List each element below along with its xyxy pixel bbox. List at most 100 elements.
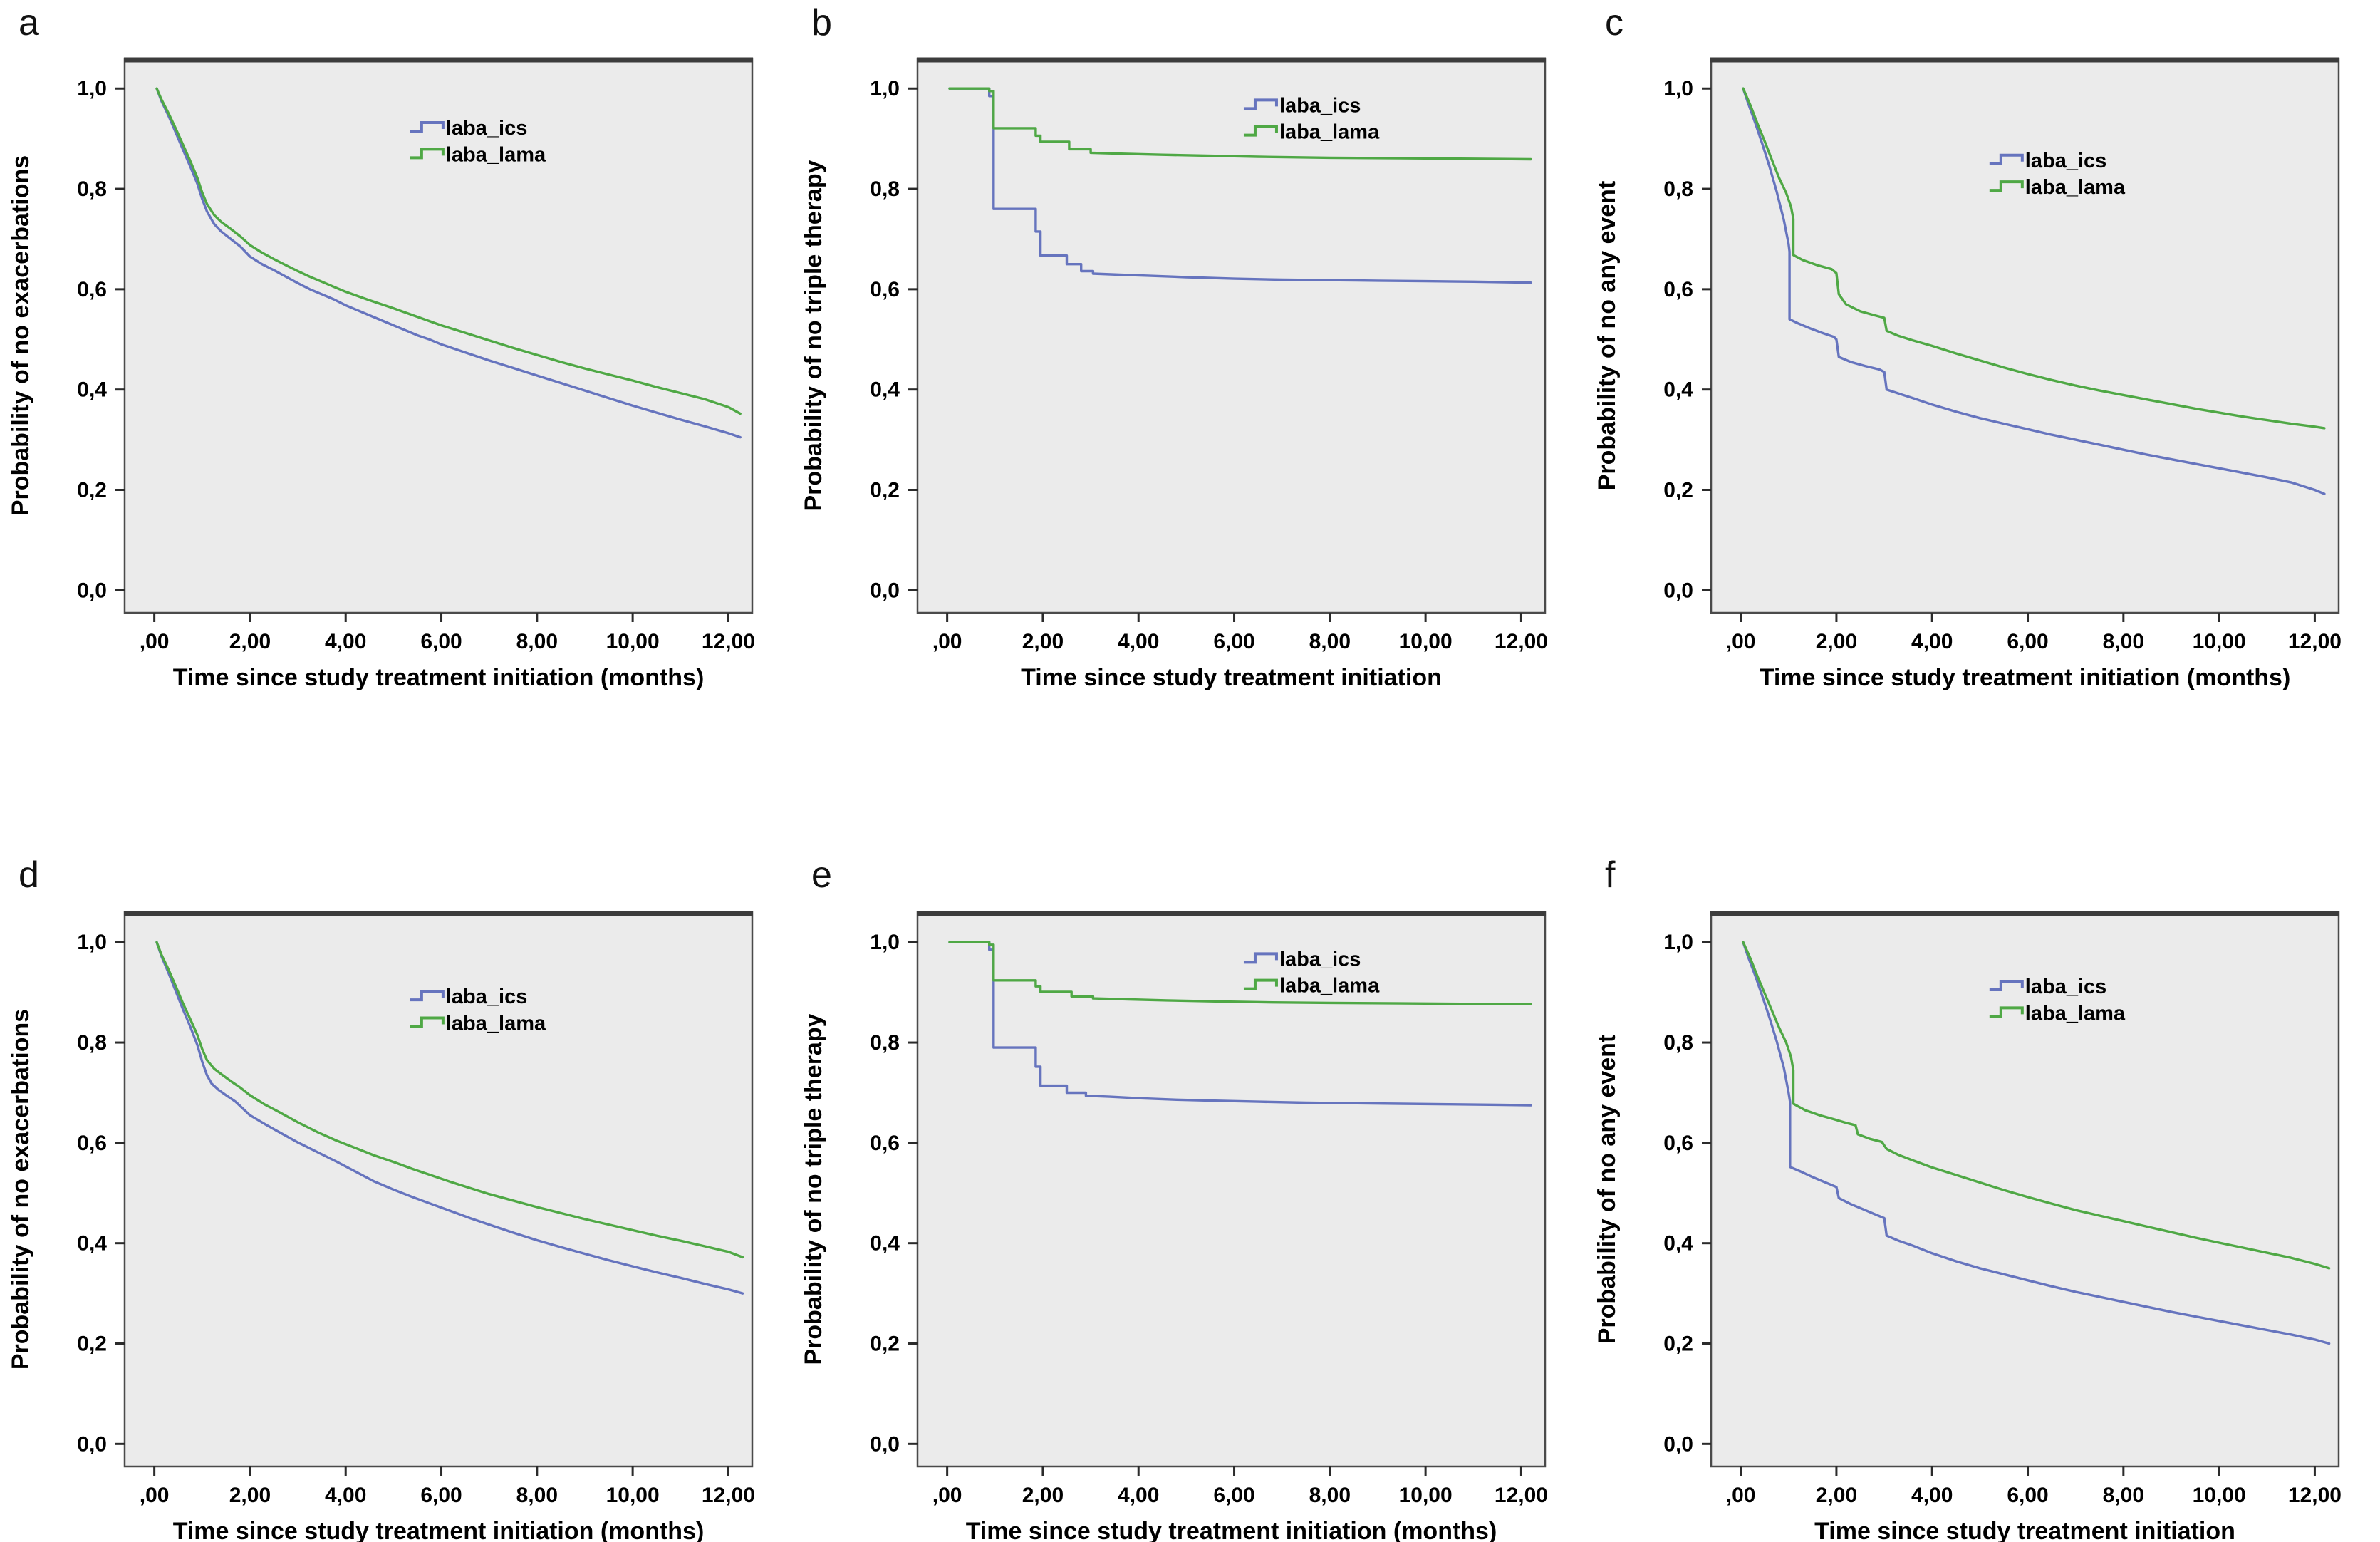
- y-axis: 0,0 0,2 0,4 0,6 0,8 1,0: [77, 77, 125, 602]
- y-tick-label: 1,0: [1663, 931, 1693, 954]
- panel-b: b 0,0 0,2 0,4 0,6 0,8 1,0 ,00 2,00 4,00 6,00 8,00 1…: [793, 0, 1586, 771]
- km-plot-a: 0,0 0,2 0,4 0,6 0,8 1,0 ,00 2,00 4,00 6,00 8,00 10,…: [7, 57, 755, 691]
- y-axis: 0,0 0,2 0,4 0,6 0,8 1,0: [1663, 77, 1711, 602]
- km-curve-laba_lama: [948, 941, 1532, 1005]
- y-axis: 0,0 0,2 0,4 0,6 0,8 1,0: [1663, 931, 1711, 1456]
- x-axis-title: Time since study treatment initiation (m…: [173, 1518, 705, 1542]
- km-curve-laba_lama: [1742, 87, 2326, 430]
- x-axis-title: Time since study treatment initiation (m…: [1760, 664, 2291, 691]
- plot-area: [916, 57, 1547, 614]
- y-tick-label: 0,2: [870, 479, 900, 502]
- legend-swatch-laba_ics-icon: [410, 121, 445, 133]
- y-tick-label: 0,0: [1663, 579, 1693, 602]
- legend: laba_ics laba_lama: [1989, 976, 2126, 1025]
- legend-swatch-laba_lama-icon: [1243, 978, 1278, 990]
- y-tick-label: 1,0: [1663, 77, 1693, 100]
- plot-area: [1710, 911, 2340, 1468]
- y-tick-label: 1,0: [870, 931, 900, 954]
- y-axis-title: Probability of no any event: [1594, 1035, 1621, 1345]
- km-plot-c: 0,0 0,2 0,4 0,6 0,8 1,0 ,00 2,00 4,00 6,00 8,00 10,…: [1594, 57, 2342, 691]
- x-tick-label: ,00: [932, 1484, 962, 1507]
- x-axis-title: Time since study treatment initiation: [1021, 664, 1442, 691]
- panel-letter-b: b: [811, 2, 832, 43]
- y-axis-title: Probability of no triple therapy: [800, 1013, 827, 1365]
- x-tick-label: ,00: [932, 630, 962, 653]
- legend-label-laba_lama: laba_lama: [446, 1012, 546, 1035]
- y-tick-label: 0,6: [1663, 1132, 1693, 1155]
- legend: laba_ics laba_lama: [410, 117, 546, 166]
- legend-label-laba_lama: laba_lama: [446, 143, 546, 166]
- x-tick-label: 4,00: [325, 630, 366, 653]
- x-axis: ,00 2,00 4,00 6,00 8,00 10,00 12,00: [140, 613, 755, 653]
- x-tick-label: 12,00: [702, 630, 755, 653]
- y-tick-label: 0,0: [77, 1432, 107, 1456]
- x-axis: ,00 2,00 4,00 6,00 8,00 10,00 12,00: [932, 613, 1548, 653]
- x-axis-title: Time since study treatment initiation (m…: [173, 664, 705, 691]
- km-plot-b: 0,0 0,2 0,4 0,6 0,8 1,0 ,00 2,00 4,00 6,00 8,00 10,…: [800, 57, 1548, 691]
- y-tick-label: 0,0: [1663, 1432, 1693, 1456]
- legend-swatch-laba_ics-icon: [1243, 98, 1278, 110]
- x-tick-label: 8,00: [1309, 630, 1351, 653]
- y-tick-label: 0,0: [870, 579, 900, 602]
- panel-letter-a: a: [19, 2, 39, 43]
- km-curve-laba_ics: [948, 87, 1532, 284]
- x-tick-label: 2,00: [229, 1484, 271, 1507]
- panel-d: d 0,0 0,2 0,4 0,6 0,8 1,0 ,00 2,00 4,00 6,00 8,00 1…: [0, 771, 793, 1542]
- y-tick-label: 0,8: [77, 1031, 107, 1055]
- y-tick-label: 0,6: [1663, 278, 1693, 301]
- legend-label-laba_ics: laba_ics: [1279, 94, 1361, 117]
- y-tick-label: 0,8: [77, 177, 107, 201]
- x-tick-label: 4,00: [1911, 1484, 1953, 1507]
- y-tick-label: 0,4: [1663, 1232, 1693, 1256]
- km-curve-laba_ics: [1742, 941, 2331, 1345]
- km-curve-laba_lama: [1742, 941, 2331, 1270]
- x-tick-label: 8,00: [2103, 630, 2144, 653]
- x-tick-label: 10,00: [2193, 1484, 2246, 1507]
- legend: laba_ics laba_lama: [1243, 94, 1380, 144]
- x-tick-label: 4,00: [1118, 1484, 1159, 1507]
- km-curve-laba_ics: [155, 87, 742, 439]
- legend: laba_ics laba_lama: [1243, 948, 1380, 998]
- km-curve-laba_ics: [155, 941, 744, 1295]
- y-tick-label: 0,0: [77, 579, 107, 602]
- x-tick-label: ,00: [140, 1484, 170, 1507]
- legend-label-laba_lama: laba_lama: [1279, 975, 1380, 998]
- x-axis: ,00 2,00 4,00 6,00 8,00 10,00 12,00: [1726, 613, 2342, 653]
- legend-swatch-laba_ics-icon: [1989, 980, 2024, 992]
- legend: laba_ics laba_lama: [410, 985, 546, 1035]
- y-tick-label: 0,4: [77, 1232, 107, 1256]
- x-axis: ,00 2,00 4,00 6,00 8,00 10,00 12,00: [1726, 1466, 2342, 1507]
- y-tick-label: 0,4: [77, 378, 107, 402]
- x-tick-label: 6,00: [1213, 1484, 1254, 1507]
- y-tick-label: 0,6: [870, 1132, 900, 1155]
- panel-f: f 0,0 0,2 0,4 0,6 0,8 1,0 ,00 2,00 4,00 6,00 8,00 1…: [1586, 771, 2380, 1542]
- legend-swatch-laba_ics-icon: [1243, 952, 1278, 964]
- km-curve-laba_lama: [155, 87, 742, 415]
- x-tick-label: 4,00: [325, 1484, 366, 1507]
- y-tick-label: 0,6: [870, 278, 900, 301]
- legend-swatch-laba_lama-icon: [1243, 125, 1278, 137]
- y-tick-label: 0,4: [870, 378, 900, 402]
- legend-label-laba_ics: laba_ics: [446, 985, 527, 1008]
- km-curve-laba_ics: [948, 941, 1532, 1107]
- y-tick-label: 1,0: [77, 931, 107, 954]
- y-axis-title: Probability of no triple therapy: [800, 160, 827, 511]
- y-axis: 0,0 0,2 0,4 0,6 0,8 1,0: [870, 77, 918, 602]
- y-tick-label: 0,6: [77, 278, 107, 301]
- km-curve-laba_lama: [155, 941, 744, 1259]
- legend: laba_ics laba_lama: [1989, 150, 2126, 199]
- km-plot-f: 0,0 0,2 0,4 0,6 0,8 1,0 ,00 2,00 4,00 6,00 8,00 10,…: [1594, 911, 2342, 1542]
- y-tick-label: 0,0: [870, 1432, 900, 1456]
- y-tick-label: 0,2: [1663, 1333, 1693, 1356]
- plot-area: [123, 57, 754, 614]
- panel-a: a 0,0 0,2 0,4 0,6 0,8 1,0 ,00 2,00 4,00 6,00 8,00 1…: [0, 0, 793, 771]
- legend-label-laba_ics: laba_ics: [2025, 976, 2106, 998]
- y-tick-label: 0,2: [77, 1333, 107, 1356]
- x-tick-label: 10,00: [1399, 1484, 1453, 1507]
- legend-label-laba_lama: laba_lama: [2025, 1002, 2126, 1025]
- x-tick-label: ,00: [140, 630, 170, 653]
- x-tick-label: 8,00: [1309, 1484, 1351, 1507]
- legend-label-laba_lama: laba_lama: [2025, 176, 2126, 199]
- x-tick-label: 8,00: [2103, 1484, 2144, 1507]
- panel-letter-d: d: [19, 854, 39, 896]
